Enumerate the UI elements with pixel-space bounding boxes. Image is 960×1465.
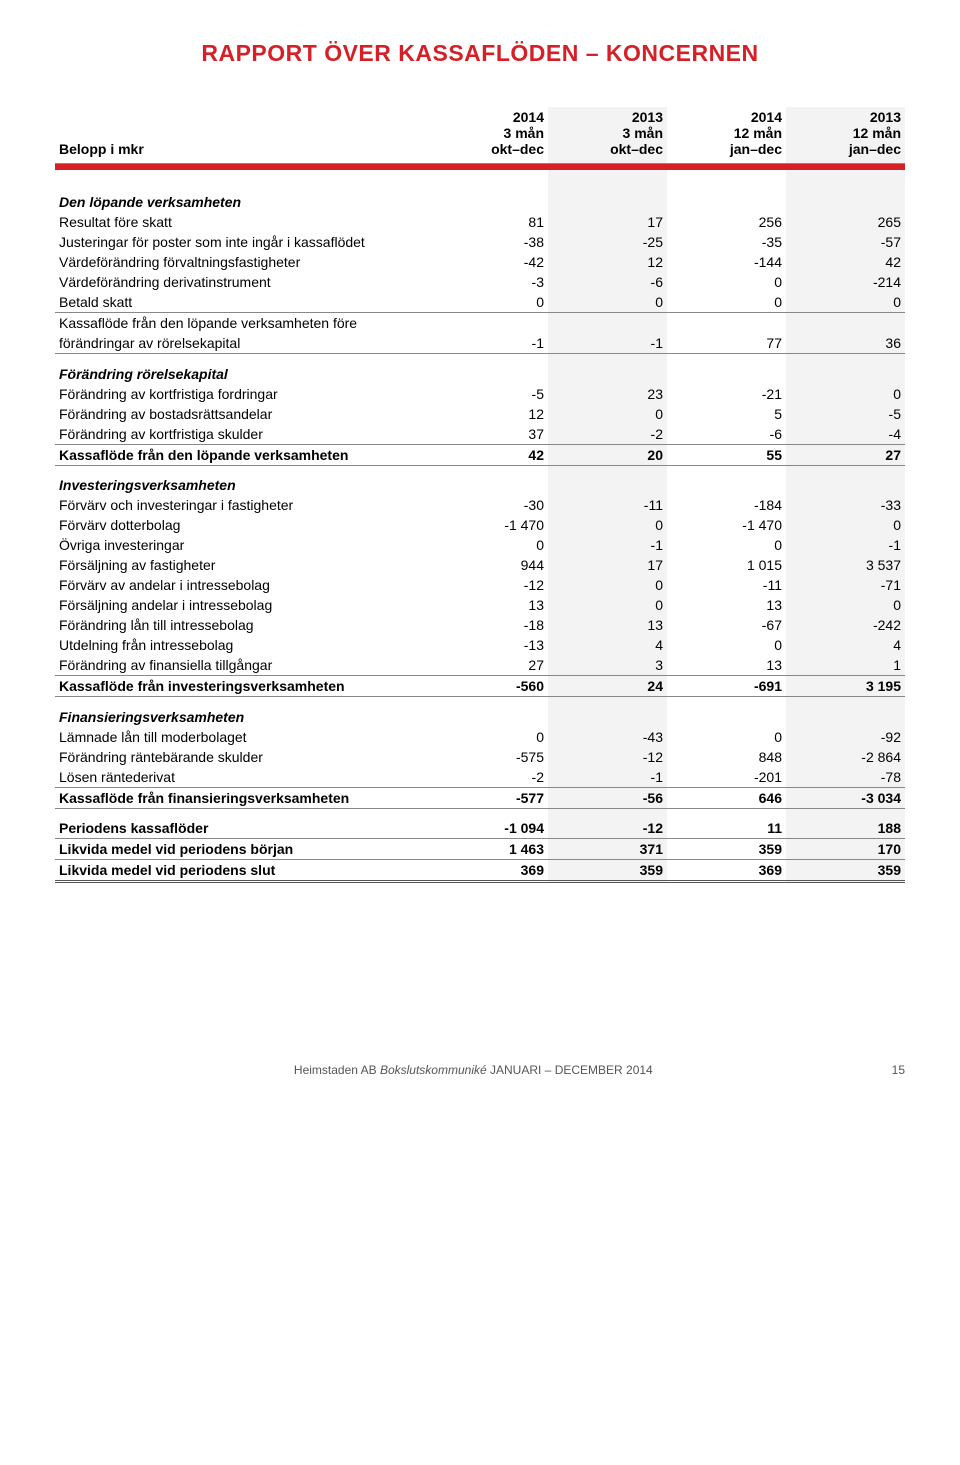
footer-doc: Bokslutskommuniké	[380, 1063, 487, 1077]
footer-company: Heimstaden AB	[294, 1063, 380, 1077]
table-row: Värdeförändring derivatinstrument-3-60-2…	[55, 272, 905, 292]
header-col-4: 201312 månjan–dec	[786, 107, 905, 164]
table-row: Justeringar för poster som inte ingår i …	[55, 232, 905, 252]
subtotal-financing: Kassaflöde från finansieringsverksamhete…	[55, 787, 905, 808]
liquid-end: Likvida medel vid periodens slut36935936…	[55, 860, 905, 882]
page-footer: Heimstaden AB Bokslutskommuniké JANUARI …	[55, 1063, 905, 1077]
table-row: Utdelning från intressebolag-13404	[55, 635, 905, 655]
table-row: Förvärv dotterbolag-1 4700-1 4700	[55, 515, 905, 535]
header-col-3: 201412 månjan–dec	[667, 107, 786, 164]
subtotal-operating: Kassaflöde från den löpande verksamheten…	[55, 444, 905, 465]
table-row: Förvärv och investeringar i fastigheter-…	[55, 495, 905, 515]
table-row: Lösen räntederivat-2-1-201-78	[55, 767, 905, 788]
table-row: Försäljning av fastigheter944171 0153 53…	[55, 555, 905, 575]
header-col-2: 20133 månokt–dec	[548, 107, 667, 164]
period-cashflow: Periodens kassaflöder-1 094-1211188	[55, 818, 905, 839]
page-number: 15	[892, 1063, 905, 1077]
table-row: Övriga investeringar0-10-1	[55, 535, 905, 555]
table-row: Förändring räntebärande skulder-575-1284…	[55, 747, 905, 767]
table-row: Värdeförändring förvaltningsfastigheter-…	[55, 252, 905, 272]
section-operating: Den löpande verksamheten	[55, 192, 905, 212]
table-row: Resultat före skatt8117256265	[55, 212, 905, 232]
section-financing: Finansieringsverksamheten	[55, 707, 905, 727]
table-row: Kassaflöde från den löpande verksamheten…	[55, 313, 905, 334]
liquid-begin: Likvida medel vid periodens början1 4633…	[55, 839, 905, 860]
table-row: Lämnade lån till moderbolaget0-430-92	[55, 727, 905, 747]
section-investing: Investeringsverksamheten	[55, 475, 905, 495]
table-row: Betald skatt0000	[55, 292, 905, 313]
section-wc: Förändring rörelsekapital	[55, 364, 905, 384]
table-row: Förändring lån till intressebolag-1813-6…	[55, 615, 905, 635]
table-row: Förändring av bostadsrättsandelar1205-5	[55, 404, 905, 424]
table-row: Förändring av kortfristiga fordringar-52…	[55, 384, 905, 404]
table-row: Förändring av finansiella tillgångar2731…	[55, 655, 905, 676]
subtotal-investing: Kassaflöde från investeringsverksamheten…	[55, 676, 905, 697]
footer-period: JANUARI – DECEMBER 2014	[487, 1063, 653, 1077]
table-row: Förvärv av andelar i intressebolag-120-1…	[55, 575, 905, 595]
table-row: Förändring av kortfristiga skulder37-2-6…	[55, 424, 905, 445]
table-header-row: Belopp i mkr 20143 månokt–dec 20133 måno…	[55, 107, 905, 164]
header-rowlabel: Belopp i mkr	[55, 107, 429, 164]
table-row: förändringar av rörelsekapital-1-17736	[55, 333, 905, 354]
header-col-1: 20143 månokt–dec	[429, 107, 548, 164]
page-title: RAPPORT ÖVER KASSAFLÖDEN – KONCERNEN	[55, 40, 905, 67]
cashflow-table: Belopp i mkr 20143 månokt–dec 20133 måno…	[55, 107, 905, 883]
page-container: RAPPORT ÖVER KASSAFLÖDEN – KONCERNEN Bel…	[0, 0, 960, 1107]
table-row: Försäljning andelar i intressebolag13013…	[55, 595, 905, 615]
